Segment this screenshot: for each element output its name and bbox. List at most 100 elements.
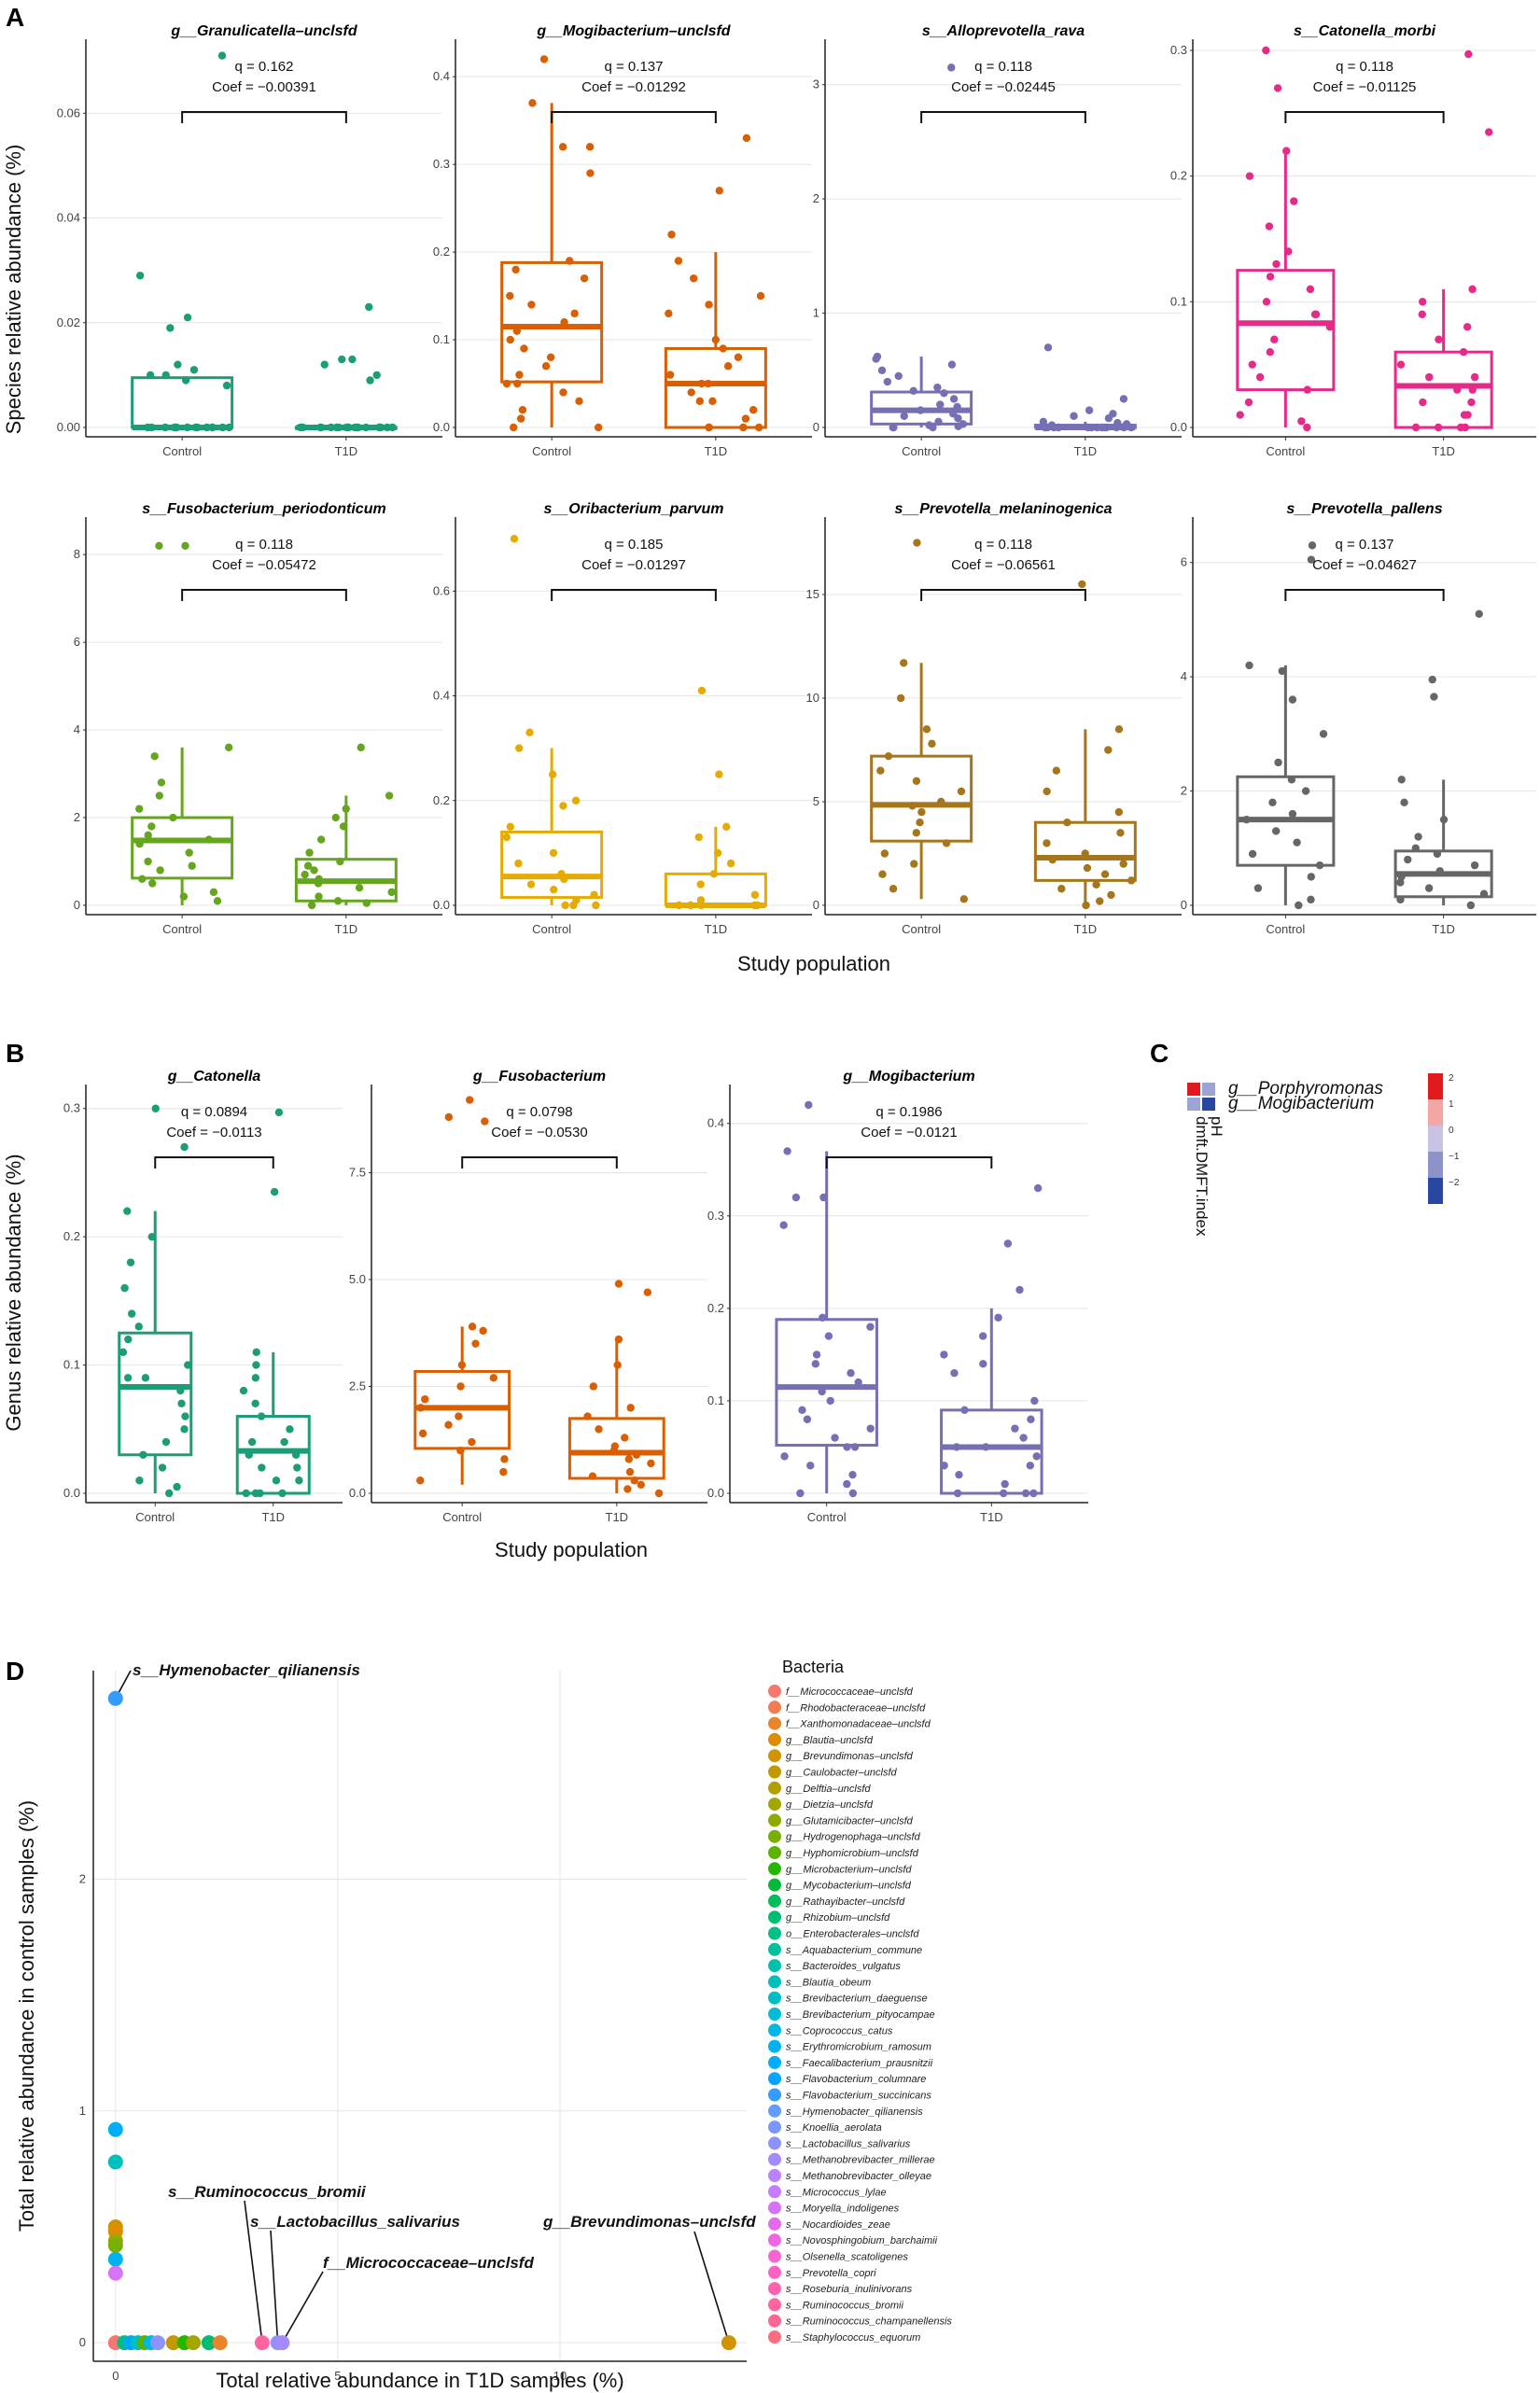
data-point: [245, 1450, 253, 1459]
box-iqr: [664, 872, 767, 907]
x-tick-label: Control: [532, 922, 571, 936]
data-point: [520, 344, 528, 353]
data-point: [339, 822, 348, 831]
data-point: [647, 1459, 655, 1468]
legend-swatch: [768, 1926, 781, 1940]
legend-swatch: [768, 2088, 781, 2102]
data-point: [334, 423, 343, 432]
y-tick-label: 0.2: [433, 245, 450, 259]
significance-bracket: [551, 111, 717, 123]
data-point: [940, 1462, 948, 1470]
data-point: [756, 291, 765, 301]
data-point: [1253, 884, 1263, 892]
q-value-label: q = 0.118: [235, 537, 293, 553]
y-tick-label: 2: [1181, 784, 1187, 798]
coef-label: Coef = −0.02445: [951, 79, 1056, 95]
data-point: [1307, 555, 1316, 564]
y-tick-label: 10: [806, 691, 819, 705]
data-point: [1297, 417, 1306, 426]
data-point: [518, 406, 527, 414]
data-point: [954, 414, 962, 423]
box-iqr: [235, 1415, 311, 1495]
x-tick-label: 0: [112, 2369, 119, 2383]
y-tick-label: 2.5: [349, 1378, 366, 1392]
y-tick-label: 6: [74, 635, 80, 649]
data-point: [343, 423, 353, 432]
data-point: [917, 807, 926, 817]
scatter-point: [212, 2335, 228, 2351]
boxplot-3: s__Alloprevotella_rava 0 1 2 3 Control T1D q = …: [813, 23, 1182, 458]
data-point: [1027, 1415, 1035, 1423]
data-point: [316, 423, 325, 432]
data-point: [1107, 890, 1115, 900]
data-point: [933, 383, 942, 392]
panel-label-d: D: [6, 1657, 24, 1686]
data-point: [1015, 1285, 1024, 1294]
data-point: [917, 406, 925, 414]
legend-swatch: [768, 1813, 781, 1827]
legend-entry: f__Rhodobacteraceae–unclsfd: [786, 1702, 926, 1714]
annotation-leader: [281, 2271, 324, 2344]
data-point: [1063, 819, 1071, 827]
data-point: [1270, 335, 1279, 343]
data-point: [896, 693, 905, 703]
data-point: [947, 360, 957, 369]
panel-a-x-axis-label: Study population: [737, 952, 890, 975]
data-point: [632, 1450, 641, 1459]
data-point: [257, 1412, 266, 1420]
annotation-leader: [270, 2230, 279, 2344]
data-point: [643, 1288, 652, 1296]
data-point: [1282, 147, 1291, 155]
legend-swatch: [768, 2201, 781, 2215]
scatter-point: [107, 2265, 123, 2281]
data-point: [217, 51, 227, 60]
data-point: [739, 423, 748, 432]
data-point: [1325, 323, 1335, 331]
data-point: [471, 1339, 480, 1348]
panel-title: g__Granulicatella–unclsfd: [170, 23, 357, 39]
data-point: [697, 686, 707, 695]
significance-bracket: [1284, 111, 1445, 123]
data-point: [252, 1361, 260, 1369]
y-tick-label: 0.04: [57, 211, 80, 225]
y-tick-label: 0.4: [433, 689, 450, 703]
data-point: [1468, 385, 1477, 394]
legend-entry: s__Olsenella_scatoligenes: [786, 2252, 908, 2263]
data-point: [173, 1482, 181, 1491]
legend-entry: g__Caulobacter–unclsfd: [786, 1768, 898, 1779]
data-point: [947, 63, 956, 72]
legend-entry: f__Xanthomonadaceae–unclsfd: [786, 1719, 931, 1730]
data-point: [1404, 855, 1412, 864]
data-point: [1052, 766, 1061, 775]
y-tick-label: 4: [1181, 669, 1187, 683]
y-tick-label: 8: [74, 547, 80, 561]
scatter-point: [107, 2154, 123, 2170]
data-point: [847, 1369, 855, 1378]
data-point: [665, 371, 675, 379]
data-point: [315, 892, 323, 901]
data-point: [258, 1463, 266, 1472]
data-point: [575, 397, 583, 406]
data-point: [1262, 298, 1271, 306]
data-point: [1119, 395, 1128, 403]
data-point: [157, 778, 166, 787]
data-point: [180, 1142, 189, 1152]
y-tick-label: 5.0: [349, 1272, 366, 1286]
panel-title: s__Fusobacterium_periodonticum: [142, 501, 385, 517]
data-point: [541, 362, 551, 371]
data-point: [1093, 423, 1101, 432]
data-point: [936, 400, 945, 409]
data-point: [515, 744, 524, 752]
data-point: [1272, 259, 1281, 269]
data-point: [1459, 348, 1468, 357]
panel-label-a: A: [6, 3, 24, 32]
data-point: [512, 379, 522, 388]
data-point: [1262, 46, 1270, 55]
data-point: [798, 1406, 806, 1415]
y-axis-label: Total relative abundance in control samp…: [15, 1800, 38, 2232]
data-point: [515, 371, 524, 379]
legend-swatch: [768, 1716, 781, 1730]
data-point: [916, 819, 924, 827]
heatmap-row-label: g__Mogibacterium: [1228, 1094, 1374, 1113]
coef-label: Coef = −0.04627: [1312, 557, 1417, 573]
